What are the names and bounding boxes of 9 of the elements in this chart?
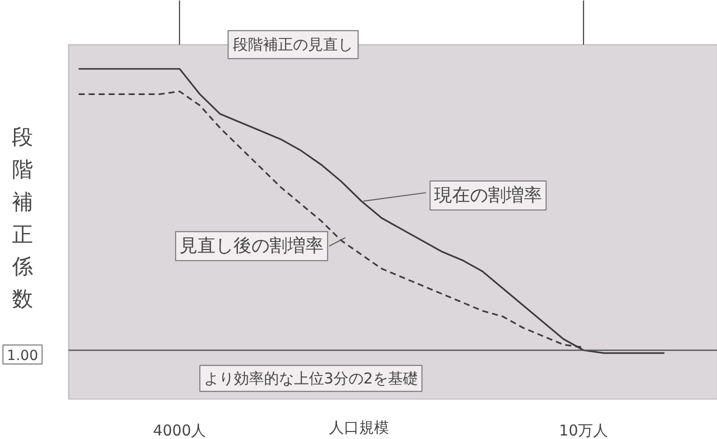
y-axis-title: 段階補正係数 xyxy=(11,125,34,312)
x-tick-label: 10万人 xyxy=(559,422,608,439)
chart-title: 段階補正の見直し xyxy=(233,36,354,54)
text: 現在の割増率 xyxy=(434,185,542,206)
series-label: 見直し後の割増率 xyxy=(180,236,324,257)
text: 1.00 xyxy=(6,348,38,364)
x-tick-label: 4000人 xyxy=(153,422,206,439)
x-axis-title: 人口規模 xyxy=(329,418,389,436)
text: より効率的な上位3分の2を基礎 xyxy=(204,369,418,388)
